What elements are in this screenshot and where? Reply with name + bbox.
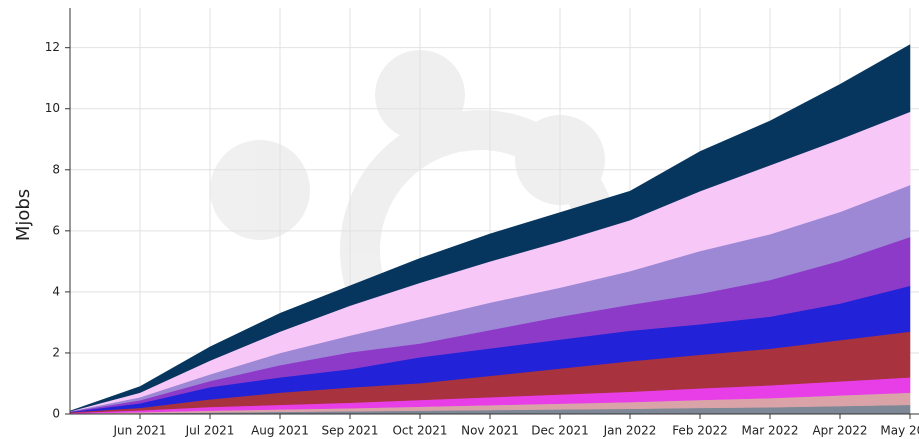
x-tick-label: Jun 2021 — [112, 424, 166, 438]
x-tick-label: Feb 2022 — [672, 424, 728, 438]
y-tick-label: 6 — [52, 223, 60, 237]
y-tick-label: 0 — [52, 407, 60, 421]
y-tick-label: 4 — [52, 284, 60, 298]
x-tick-label: May 2022 — [880, 424, 919, 438]
x-tick-label: Oct 2021 — [392, 424, 447, 438]
x-tick-label: Dec 2021 — [531, 424, 589, 438]
x-tick-label: Jul 2021 — [185, 424, 235, 438]
x-tick-label: Mar 2022 — [742, 424, 799, 438]
y-axis-label: Mjobs — [13, 189, 34, 241]
x-tick-label: Aug 2021 — [251, 424, 309, 438]
y-tick-label: 12 — [45, 40, 60, 54]
x-tick-label: Sep 2021 — [322, 424, 379, 438]
x-tick-label: Nov 2021 — [461, 424, 519, 438]
area — [69, 44, 911, 412]
y-tick-label: 2 — [52, 345, 60, 359]
x-tick-label: Jan 2022 — [603, 424, 657, 438]
y-tick-label: 8 — [52, 162, 60, 176]
y-tick-label: 10 — [45, 101, 60, 115]
x-tick-label: Apr 2022 — [812, 424, 867, 438]
